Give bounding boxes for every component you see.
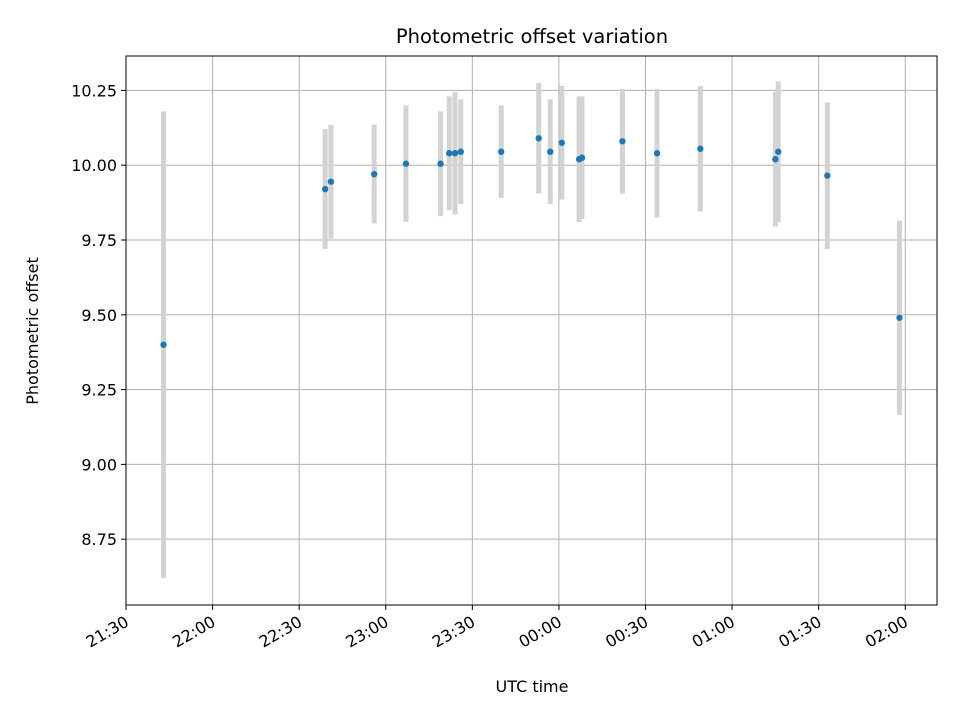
x-axis-label: UTC time (496, 677, 569, 696)
data-point (697, 145, 704, 152)
plot-frame (125, 55, 938, 606)
data-point (321, 185, 329, 193)
data-point (772, 156, 779, 163)
chart-title: Photometric offset variation (396, 25, 668, 48)
data-point (451, 150, 459, 157)
y-tick-label: 9.75 (81, 231, 117, 250)
data-points (160, 135, 903, 348)
y-tick-label: 9.00 (81, 455, 117, 474)
data-point (619, 138, 626, 145)
data-point (371, 170, 378, 178)
data-point (535, 135, 542, 142)
y-tick-label: 10.25 (71, 81, 117, 100)
data-point (824, 172, 831, 179)
data-point (437, 160, 444, 167)
data-point (446, 150, 453, 157)
data-point (327, 178, 335, 185)
grid (125, 56, 937, 605)
data-point (558, 139, 566, 146)
y-axis-ticks: 8.75 9.00 9.25 9.50 9.75 10.00 10.25 (71, 81, 126, 549)
y-tick-label: 9.50 (81, 306, 117, 325)
y-tick-label: 8.75 (81, 530, 117, 549)
data-point (547, 148, 554, 155)
data-point (497, 148, 505, 155)
data-point (653, 150, 661, 157)
data-point (402, 160, 410, 167)
data-point (896, 314, 903, 321)
data-point (160, 341, 167, 348)
data-point (578, 154, 586, 161)
y-axis-label: Photometric offset (23, 257, 42, 405)
y-tick-label: 9.25 (81, 381, 117, 400)
data-point (775, 148, 782, 155)
data-point (457, 148, 464, 155)
y-tick-label: 10.00 (71, 156, 117, 175)
